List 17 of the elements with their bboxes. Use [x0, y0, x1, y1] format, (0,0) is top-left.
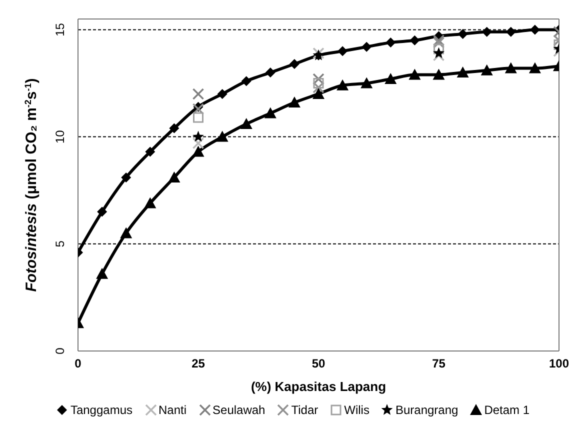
y-tick-label: 10 [53, 130, 67, 144]
legend-label: Burangrang [395, 403, 458, 417]
legend-label: Seulawah [212, 403, 266, 417]
x-tick-label: 0 [74, 356, 82, 371]
x-tick-label: 50 [312, 356, 326, 371]
legend-label: Tanggamus [70, 403, 132, 417]
y-tick-label: 0 [53, 347, 67, 354]
legend-label: Tidar [291, 403, 318, 417]
x-tick-label: 75 [432, 356, 446, 371]
y-tick-label: 5 [53, 240, 67, 248]
legend-label: Wilis [344, 403, 370, 417]
legend-label: Nanti [158, 403, 187, 417]
y-tick-label: 15 [53, 22, 67, 36]
x-tick-label: 25 [192, 356, 206, 371]
x-axis-title: (%) Kapasitas Lapang [250, 379, 386, 394]
x-tick-label: 100 [548, 356, 570, 371]
legend-label: Detam 1 [484, 403, 530, 417]
